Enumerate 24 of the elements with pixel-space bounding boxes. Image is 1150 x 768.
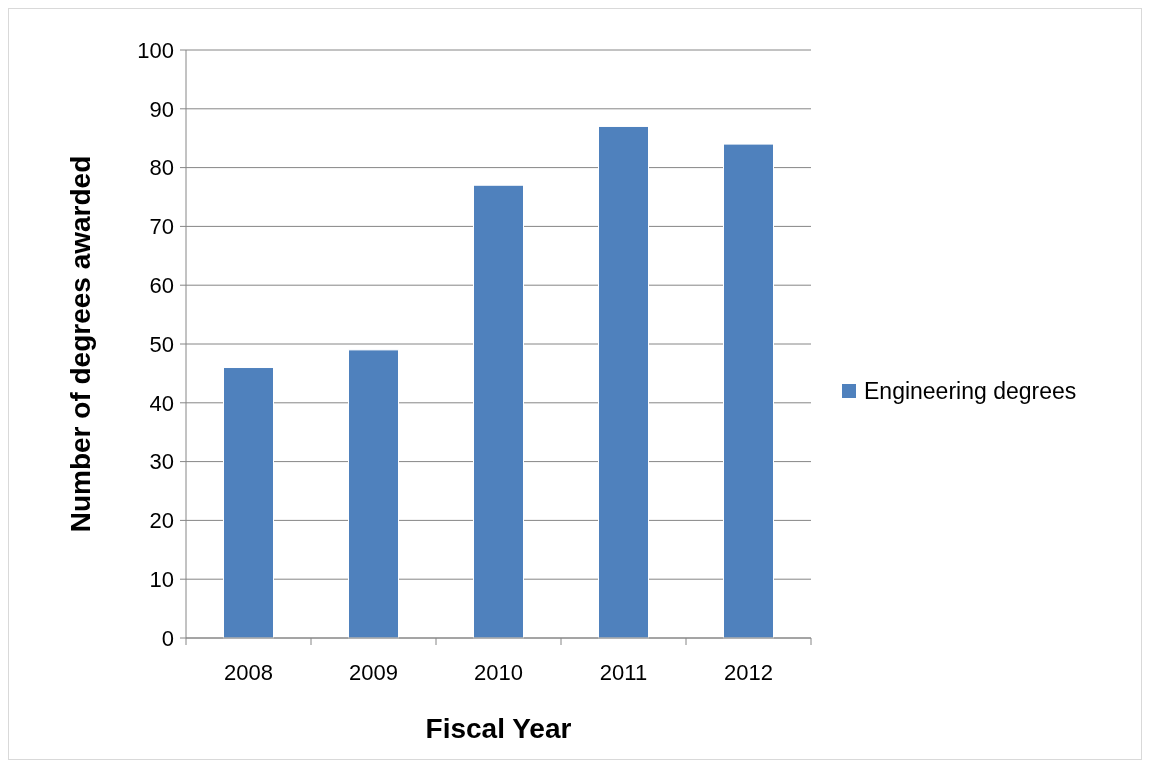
y-tick-label: 70	[149, 214, 174, 240]
y-axis-title: Number of degrees awarded	[65, 155, 96, 533]
legend-label: Engineering degrees	[864, 378, 1077, 405]
y-tick-label: 0	[161, 625, 174, 651]
y-tick-label: 10	[149, 566, 174, 592]
x-tick-label: 2012	[724, 660, 773, 685]
x-axis-title: Fiscal Year	[425, 713, 572, 744]
y-tick-label: 50	[149, 331, 174, 357]
x-tick-label: 2009	[349, 660, 398, 685]
y-tick-label: 30	[149, 449, 174, 475]
y-tick-label: 90	[149, 96, 174, 122]
y-tick-label: 60	[149, 272, 174, 298]
bar	[723, 143, 774, 639]
y-tick-label: 80	[149, 155, 174, 181]
bar	[348, 349, 399, 639]
bar	[473, 184, 524, 639]
x-tick-label: 2008	[224, 660, 273, 685]
x-tick-label: 2010	[474, 660, 523, 685]
bar	[223, 367, 274, 639]
y-tick-label: 100	[137, 37, 174, 63]
bar	[598, 125, 649, 639]
y-tick-label: 20	[149, 508, 174, 534]
x-tick-label: 2011	[599, 660, 648, 685]
y-tick-label: 40	[149, 390, 174, 416]
